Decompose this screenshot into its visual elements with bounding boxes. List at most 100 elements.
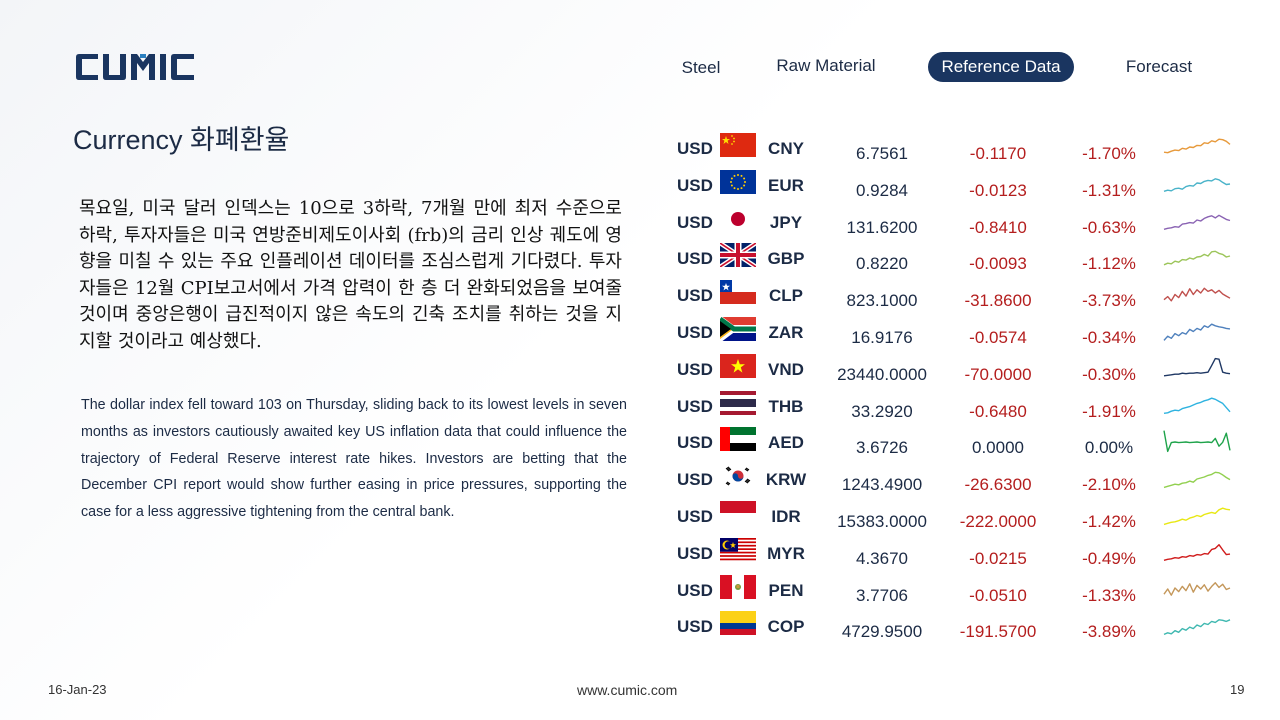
currency-row[interactable]: USD KRW 1243.4900 -26.6300 -2.10%	[664, 461, 1244, 498]
exchange-rate-value: 3.7706	[856, 585, 908, 605]
nav-forecast-tab[interactable]: Forecast	[1125, 57, 1193, 76]
rate-change-value: -0.0574	[969, 328, 1027, 347]
currency-row[interactable]: USD EUR 0.9284 -0.0123 -1.31%	[664, 167, 1244, 204]
trend-sparkline	[1162, 572, 1232, 609]
base-currency-label: USD	[677, 543, 713, 563]
exchange-rate-value: 3.6726	[856, 438, 908, 458]
rate-change-value: -0.1170	[969, 144, 1027, 163]
currency-row[interactable]: USD VND 23440.0000 -70.0000 -0.30%	[664, 351, 1244, 388]
currency-row[interactable]: USD CLP 823.1000 -31.8600 -3.73%	[664, 277, 1244, 314]
rate-change-percent: -1.31%	[1082, 180, 1136, 200]
korean-summary-text: 목요일, 미국 달러 인덱스는 10으로 3하락, 7개월 만에 최저 수준으로…	[79, 198, 622, 352]
base-currency-label: USD	[677, 286, 713, 306]
cumic-logo	[76, 54, 206, 80]
exchange-rate-value: 1243.4900	[841, 475, 923, 495]
base-currency-label: USD	[677, 470, 713, 490]
trend-sparkline	[1162, 240, 1232, 277]
rate-change-percent: -0.30%	[1082, 364, 1136, 384]
trend-sparkline	[1162, 498, 1232, 535]
page-title: Currency 화폐환율	[73, 125, 290, 155]
rate-change-percent: -0.49%	[1082, 548, 1136, 568]
exchange-rate-value: 4729.9500	[841, 622, 923, 642]
japan-flag-icon	[720, 206, 756, 231]
quote-currency-label: GBP	[767, 249, 805, 269]
quote-currency-label: ZAR	[768, 323, 804, 342]
top-navigation: Steel Raw Material Reference Data Foreca…	[660, 52, 1220, 82]
trend-sparkline	[1162, 314, 1232, 351]
rate-change-percent: -1.91%	[1082, 401, 1136, 421]
trend-sparkline	[1162, 608, 1232, 645]
rate-change-percent: 0.00%	[1084, 438, 1134, 458]
thailand-flag-icon	[720, 390, 756, 415]
rate-change-percent: -3.89%	[1082, 622, 1136, 642]
exchange-rate-value: 131.6200	[846, 217, 918, 237]
footer-website[interactable]: www.cumic.com	[577, 682, 678, 698]
quote-currency-label: COP	[767, 617, 805, 637]
english-summary-text: The dollar index fell toward 103 on Thur…	[81, 397, 627, 521]
currency-row[interactable]: USD JPY 131.6200 -0.8410 -0.63%	[664, 204, 1244, 241]
base-currency-label: USD	[677, 359, 713, 379]
exchange-rate-value: 15383.0000	[837, 512, 927, 531]
base-currency-label: USD	[677, 212, 713, 232]
currency-row[interactable]: USD MYR 4.3670 -0.0215 -0.49%	[664, 535, 1244, 572]
quote-currency-label: KRW	[765, 470, 807, 490]
quote-currency-label: IDR	[771, 507, 801, 526]
currency-row[interactable]: USD PEN 3.7706 -0.0510 -1.33%	[664, 572, 1244, 609]
rate-change-value: -70.0000	[964, 364, 1032, 384]
rate-change-percent: -1.42%	[1082, 512, 1136, 531]
trend-sparkline	[1162, 277, 1232, 314]
currency-row[interactable]: USD THB 33.2920 -0.6480 -1.91%	[664, 388, 1244, 425]
exchange-rate-value: 0.9284	[856, 180, 908, 200]
currency-row[interactable]: USD IDR 15383.0000 -222.0000 -1.42%	[664, 498, 1244, 535]
base-currency-label: USD	[677, 323, 713, 342]
currency-row[interactable]: USD AED 3.6726 0.0000 0.00%	[664, 424, 1244, 461]
currency-row[interactable]: USD ZAR 16.9176 -0.0574 -0.34%	[664, 314, 1244, 351]
rate-change-percent: -3.73%	[1082, 291, 1136, 311]
rate-change-percent: -0.34%	[1082, 328, 1136, 347]
exchange-rate-value: 23440.0000	[837, 364, 927, 384]
chile-flag-icon	[720, 280, 756, 305]
base-currency-label: USD	[677, 507, 713, 526]
rate-change-percent: -2.10%	[1082, 475, 1136, 495]
china-flag-icon	[720, 133, 756, 157]
south-africa-flag-icon	[720, 317, 756, 341]
quote-currency-label: AED	[768, 433, 804, 453]
quote-currency-label: CLP	[769, 286, 803, 306]
rate-change-percent: -1.33%	[1082, 585, 1136, 605]
base-currency-label: USD	[677, 580, 713, 600]
quote-currency-label: THB	[768, 396, 804, 416]
base-currency-label: USD	[677, 433, 713, 453]
trend-sparkline	[1162, 461, 1232, 498]
rate-change-value: -222.0000	[959, 512, 1037, 531]
rate-change-value: -26.6300	[964, 475, 1032, 495]
malaysia-flag-icon	[720, 537, 756, 562]
nav-raw-material-tab[interactable]: Raw Material	[776, 56, 876, 75]
quote-currency-label: MYR	[767, 543, 805, 563]
rate-change-value: -0.0123	[969, 180, 1027, 200]
exchange-rate-value: 0.8220	[856, 254, 908, 274]
exchange-rate-value: 33.2920	[851, 401, 913, 421]
eu-flag-icon	[720, 169, 756, 194]
quote-currency-label: VND	[768, 359, 804, 379]
currency-row[interactable]: USD CNY 6.7561 -0.1170 -1.70%	[664, 130, 1244, 167]
rate-change-value: 0.0000	[972, 438, 1024, 458]
exchange-rate-value: 823.1000	[846, 291, 918, 311]
quote-currency-label: JPY	[769, 212, 803, 232]
nav-reference-data-tab[interactable]: Reference Data	[928, 52, 1074, 82]
currency-row[interactable]: USD GBP 0.8220 -0.0093 -1.12%	[664, 240, 1244, 277]
base-currency-label: USD	[677, 175, 713, 195]
rate-change-value: -0.6480	[969, 401, 1027, 421]
currency-row[interactable]: USD COP 4729.9500 -191.5700 -3.89%	[664, 608, 1244, 645]
indonesia-flag-icon	[720, 501, 756, 525]
quote-currency-label: EUR	[768, 175, 804, 195]
exchange-rate-value: 6.7561	[856, 144, 908, 163]
footer-date: 16-Jan-23	[48, 682, 107, 697]
south-korea-flag-icon	[720, 464, 756, 489]
trend-sparkline	[1162, 388, 1232, 425]
nav-steel-tab[interactable]: Steel	[681, 58, 721, 77]
rate-change-value: -0.0510	[969, 585, 1027, 605]
exchange-rate-value: 16.9176	[851, 328, 913, 347]
vietnam-flag-icon	[720, 353, 756, 378]
rate-change-value: -0.8410	[969, 217, 1027, 237]
